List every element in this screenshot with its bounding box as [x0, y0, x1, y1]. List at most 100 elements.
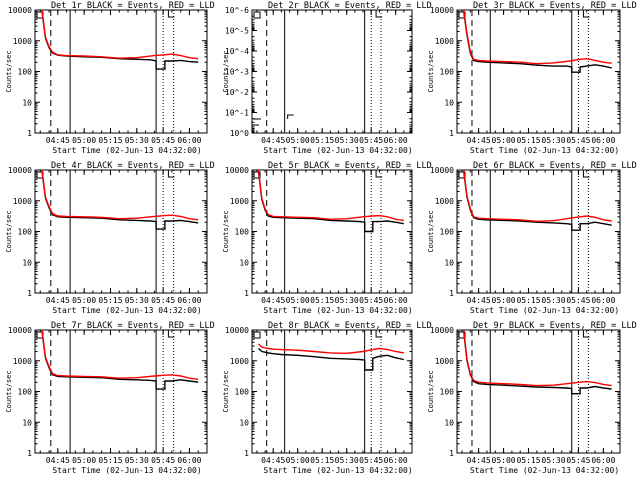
x-tick-label: 04:45: [46, 456, 70, 465]
y-tick-label: 100: [440, 228, 455, 237]
x-tick-label: 05:30: [335, 456, 359, 465]
panel-title: Det 3r BLACK = Events, RED = LLD: [473, 1, 637, 11]
y-axis-label: Counts/sec: [427, 210, 435, 252]
marker-bracket: [167, 10, 175, 18]
panel-title: Det 4r BLACK = Events, RED = LLD: [51, 161, 215, 171]
y-tick-label: 10: [22, 98, 32, 107]
y-axis-label: Counts/sec: [222, 210, 230, 252]
x-axis-label: Start Time (02-Jun-13 04:32:00): [263, 146, 412, 155]
panel-title: Det 6r BLACK = Events, RED = LLD: [473, 161, 637, 171]
x-tick-label: 06:00: [384, 136, 408, 145]
series-line-events: [41, 171, 199, 230]
panel-title: Det 8r BLACK = Events, RED = LLD: [268, 321, 432, 331]
y-tick-label: 1: [449, 129, 454, 138]
y-tick-label: 100: [18, 68, 33, 77]
marker-bracket: [375, 330, 383, 338]
marker-low-bracket: [287, 114, 294, 119]
x-tick-label: 04:45: [467, 136, 491, 145]
y-axis-label: Counts/sec: [427, 50, 435, 92]
chart-panel-det-9r: Det 9r BLACK = Events, RED = LLD Counts/s…: [427, 321, 637, 475]
y-tick-label: 1: [449, 289, 454, 298]
y-tick-label: 10^-6: [225, 6, 249, 15]
y-axis-label: Counts/sec: [222, 370, 230, 412]
marker-box: [253, 331, 261, 339]
series-line-events: [257, 171, 404, 233]
series-line-lld: [257, 169, 404, 222]
x-tick-label: 04:45: [261, 136, 285, 145]
y-tick-label: 100: [440, 68, 455, 77]
series-line-lld: [41, 169, 199, 221]
plot-frame: [456, 169, 621, 294]
x-tick-label: 06:00: [177, 136, 201, 145]
x-tick-label: 05:30: [335, 296, 359, 305]
x-axis-label: Start Time (02-Jun-13 04:32:00): [470, 466, 619, 475]
series-line-events: [41, 331, 199, 390]
y-tick-label: 1000: [435, 37, 454, 46]
y-tick-label: 1000: [13, 37, 32, 46]
series-line-lld: [463, 329, 612, 387]
x-tick-label: 05:00: [492, 456, 516, 465]
x-tick-label: 05:00: [286, 456, 310, 465]
plot-frame: [251, 9, 413, 134]
x-tick-label: 05:00: [72, 456, 96, 465]
y-tick-label: 1000: [230, 357, 249, 366]
x-axis-label: Start Time (02-Jun-13 04:32:00): [470, 146, 619, 155]
y-tick-label: 10: [239, 418, 249, 427]
y-tick-label: 100: [235, 228, 250, 237]
x-tick-label: 06:00: [591, 456, 615, 465]
y-tick-label: 10000: [225, 326, 249, 335]
marker-bracket: [167, 170, 175, 178]
x-tick-label: 05:30: [125, 456, 149, 465]
x-tick-label: 05:15: [98, 456, 122, 465]
y-tick-label: 10000: [430, 166, 454, 175]
x-tick-label: 04:45: [46, 296, 70, 305]
x-tick-label: 06:00: [177, 296, 201, 305]
marker-low: [253, 118, 261, 126]
marker-bracket: [167, 330, 175, 338]
x-tick-label: 04:45: [261, 456, 285, 465]
x-tick-label: 04:45: [46, 136, 70, 145]
x-axis-label: Start Time (02-Jun-13 04:32:00): [263, 466, 412, 475]
y-axis-label: Counts/sec: [427, 370, 435, 412]
x-axis-label: Start Time (02-Jun-13 04:32:00): [52, 466, 201, 475]
y-tick-label: 10: [22, 258, 32, 267]
y-tick-label: 10: [239, 258, 249, 267]
y-tick-label: 10: [444, 98, 454, 107]
x-tick-label: 05:45: [359, 136, 383, 145]
chart-panel-det-5r: Det 5r BLACK = Events, RED = LLD Counts/s…: [222, 161, 432, 315]
x-tick-label: 05:30: [541, 296, 565, 305]
x-tick-label: 05:30: [335, 136, 359, 145]
y-tick-label: 10^-5: [225, 27, 249, 36]
y-tick-label: 1000: [13, 357, 32, 366]
series-line-lld: [463, 169, 612, 223]
x-tick-label: 05:45: [151, 296, 175, 305]
series-line-lld: [41, 9, 199, 60]
x-tick-label: 05:30: [541, 456, 565, 465]
y-axis-label: Counts/sec: [222, 50, 230, 92]
x-tick-label: 05:45: [566, 136, 590, 145]
x-tick-label: 05:15: [310, 136, 334, 145]
x-tick-label: 05:15: [98, 136, 122, 145]
y-tick-label: 10^0: [230, 129, 249, 138]
chart-panel-det-6r: Det 6r BLACK = Events, RED = LLD Counts/s…: [427, 161, 637, 315]
x-tick-label: 06:00: [591, 296, 615, 305]
x-tick-label: 05:45: [151, 136, 175, 145]
plot-frame: [456, 9, 621, 134]
panel-title: Det 9r BLACK = Events, RED = LLD: [473, 321, 637, 331]
y-tick-label: 10000: [430, 326, 454, 335]
x-axis-label: Start Time (02-Jun-13 04:32:00): [263, 306, 412, 315]
marker-bracket: [375, 10, 383, 18]
x-tick-label: 04:45: [261, 296, 285, 305]
y-tick-label: 10: [444, 418, 454, 427]
panel-title: Det 2r BLACK = Events, RED = LLD: [268, 1, 432, 11]
marker-bracket: [582, 170, 590, 178]
x-tick-label: 05:00: [72, 296, 96, 305]
y-tick-label: 1: [244, 289, 249, 298]
y-tick-label: 1000: [435, 197, 454, 206]
x-tick-label: 05:30: [125, 296, 149, 305]
chart-panel-det-8r: Det 8r BLACK = Events, RED = LLD Counts/s…: [222, 321, 432, 475]
y-tick-label: 1: [27, 129, 32, 138]
y-axis-label: Counts/sec: [5, 370, 13, 412]
x-tick-label: 05:45: [151, 456, 175, 465]
